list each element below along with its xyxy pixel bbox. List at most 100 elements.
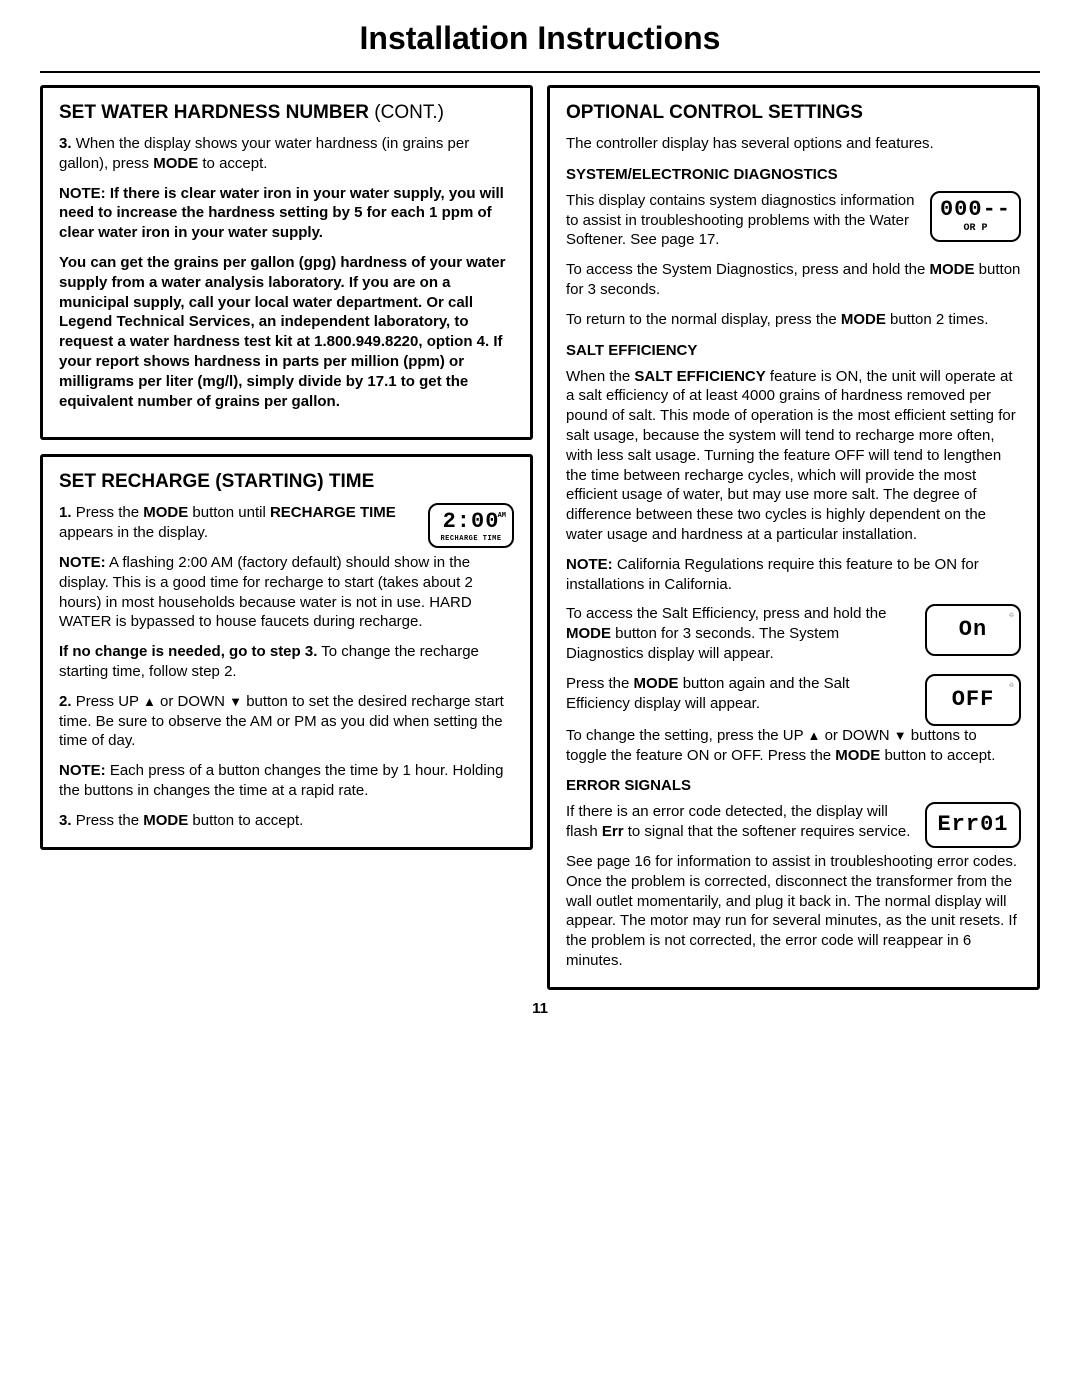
intro: The controller display has several optio…	[566, 134, 1021, 154]
salt-p4: Press the MODE button again and the Salt…	[566, 674, 915, 714]
lcd-err-text: Err01	[937, 814, 1008, 836]
recycle-icon: ♲	[1009, 610, 1014, 620]
recharge-time-word: RECHARGE TIME	[270, 504, 396, 521]
diag-row: This display contains system diagnostics…	[566, 191, 1021, 260]
mode-word: MODE	[835, 747, 880, 764]
salt-p1: When the SALT EFFICIENCY feature is ON, …	[566, 367, 1021, 545]
mode-word: MODE	[566, 625, 611, 642]
up-arrow-icon: ▲	[143, 694, 156, 709]
lcd-on-text: On	[959, 619, 987, 641]
diag-p2: To access the System Diagnostics, press …	[566, 260, 1021, 300]
text: To access the System Diagnostics, press …	[566, 261, 930, 278]
note-press: NOTE: Each press of a button changes the…	[59, 761, 514, 801]
text: Press the	[76, 812, 144, 829]
text: button to accept.	[188, 812, 303, 829]
salt-title: SALT EFFICIENCY	[566, 342, 1021, 359]
lcd-ampm: AM	[498, 512, 506, 520]
note-label: NOTE:	[59, 762, 106, 779]
lcd-main: 000--	[940, 199, 1011, 221]
recycle-icon: ♲	[1009, 680, 1014, 690]
section-recharge-time: SET RECHARGE (STARTING) TIME 1. Press th…	[40, 454, 533, 849]
diag-p1: This display contains system diagnostics…	[566, 191, 920, 250]
mode-word: MODE	[153, 155, 198, 172]
text: Press the	[76, 504, 144, 521]
lcd-or: OR P	[963, 223, 987, 234]
err-p1: If there is an error code detected, the …	[566, 802, 915, 842]
text: to accept.	[198, 155, 267, 172]
page-number: 11	[40, 1000, 1040, 1017]
section-title: OPTIONAL CONTROL SETTINGS	[566, 102, 1021, 124]
mode-word: MODE	[143, 504, 188, 521]
lcd-diagnostics: 000-- OR P	[930, 191, 1021, 242]
text: button to accept.	[880, 747, 995, 764]
left-column: SET WATER HARDNESS NUMBER (CONT.) 3. Whe…	[40, 85, 533, 990]
lcd-sub: RECHARGE TIME	[440, 535, 501, 543]
mode-word: MODE	[930, 261, 975, 278]
text: To access the Salt Efficiency, press and…	[566, 605, 886, 622]
lcd-off-text: OFF	[952, 689, 995, 711]
text: Press UP	[76, 693, 143, 710]
mode-word: MODE	[634, 675, 679, 692]
text: To return to the normal display, press t…	[566, 311, 841, 328]
err-row: If there is an error code detected, the …	[566, 802, 1021, 852]
text: to signal that the softener requires ser…	[624, 823, 911, 840]
section-title: SET RECHARGE (STARTING) TIME	[59, 471, 514, 493]
text: To change the setting, press the UP	[566, 727, 808, 744]
salt-p5: To change the setting, press the UP ▲ or…	[566, 726, 1021, 766]
step-num: 3.	[59, 135, 76, 152]
up-arrow-icon: ▲	[808, 728, 821, 743]
step-2: 2. Press UP ▲ or DOWN ▼ button to set th…	[59, 692, 514, 751]
lcd-recharge-time: AM 2:00 RECHARGE TIME	[428, 503, 514, 548]
title-main: SET WATER HARDNESS NUMBER	[59, 102, 374, 123]
salt-off-row: Press the MODE button again and the Salt…	[566, 674, 1021, 726]
lcd-salt-off: ♲ OFF	[925, 674, 1021, 726]
text: or DOWN	[820, 727, 893, 744]
mode-word: MODE	[143, 812, 188, 829]
section-optional-settings: OPTIONAL CONTROL SETTINGS The controller…	[547, 85, 1040, 990]
diagnostics-title: SYSTEM/ELECTRONIC DIAGNOSTICS	[566, 166, 1021, 183]
step-num: 2.	[59, 693, 76, 710]
text: A flashing 2:00 AM (factory default) sho…	[59, 554, 473, 630]
text: feature is ON, the unit will operate at …	[566, 368, 1016, 543]
no-change: If no change is needed, go to step 3. To…	[59, 642, 514, 682]
section-water-hardness: SET WATER HARDNESS NUMBER (CONT.) 3. Whe…	[40, 85, 533, 440]
title-cont: (CONT.)	[374, 102, 444, 123]
text: Press the	[566, 675, 634, 692]
section-title: SET WATER HARDNESS NUMBER (CONT.)	[59, 102, 514, 124]
down-arrow-icon: ▼	[229, 694, 242, 709]
salt-eff-word: SALT EFFICIENCY	[634, 368, 765, 385]
lcd-error: Err01	[925, 802, 1021, 848]
err-p2: See page 16 for information to assist in…	[566, 852, 1021, 971]
bold-text: If no change is needed, go to step 3.	[59, 643, 317, 660]
step-num: 1.	[59, 504, 76, 521]
title-rule	[40, 71, 1040, 73]
step-1: 1. Press the MODE button until RECHARGE …	[59, 503, 418, 543]
text: When the	[566, 368, 634, 385]
step-3b: 3. Press the MODE button to accept.	[59, 811, 514, 831]
step-num: 3.	[59, 812, 76, 829]
err-word: Err	[602, 823, 624, 840]
step1-row: 1. Press the MODE button until RECHARGE …	[59, 503, 514, 553]
text: or DOWN	[156, 693, 229, 710]
note-default: NOTE: A flashing 2:00 AM (factory defaul…	[59, 553, 514, 632]
text: appears in the display.	[59, 524, 208, 541]
note-label: NOTE:	[566, 556, 613, 573]
salt-p3: To access the Salt Efficiency, press and…	[566, 604, 915, 663]
text: Each press of a button changes the time …	[59, 762, 503, 799]
text: California Regulations require this feat…	[566, 556, 979, 593]
lcd-salt-on: ♲ On	[925, 604, 1021, 656]
right-column: OPTIONAL CONTROL SETTINGS The controller…	[547, 85, 1040, 990]
note-label: NOTE:	[59, 554, 106, 571]
salt-on-row: To access the Salt Efficiency, press and…	[566, 604, 1021, 673]
text: button 2 times.	[886, 311, 989, 328]
error-title: ERROR SIGNALS	[566, 777, 1021, 794]
salt-p2: NOTE: California Regulations require thi…	[566, 555, 1021, 595]
note-gpg: You can get the grains per gallon (gpg) …	[59, 253, 514, 411]
mode-word: MODE	[841, 311, 886, 328]
page-title: Installation Instructions	[40, 20, 1040, 57]
two-column-layout: SET WATER HARDNESS NUMBER (CONT.) 3. Whe…	[40, 85, 1040, 990]
step-3: 3. When the display shows your water har…	[59, 134, 514, 174]
lcd-time: 2:00	[443, 511, 500, 533]
down-arrow-icon: ▼	[894, 728, 907, 743]
note-iron: NOTE: If there is clear water iron in yo…	[59, 184, 514, 243]
